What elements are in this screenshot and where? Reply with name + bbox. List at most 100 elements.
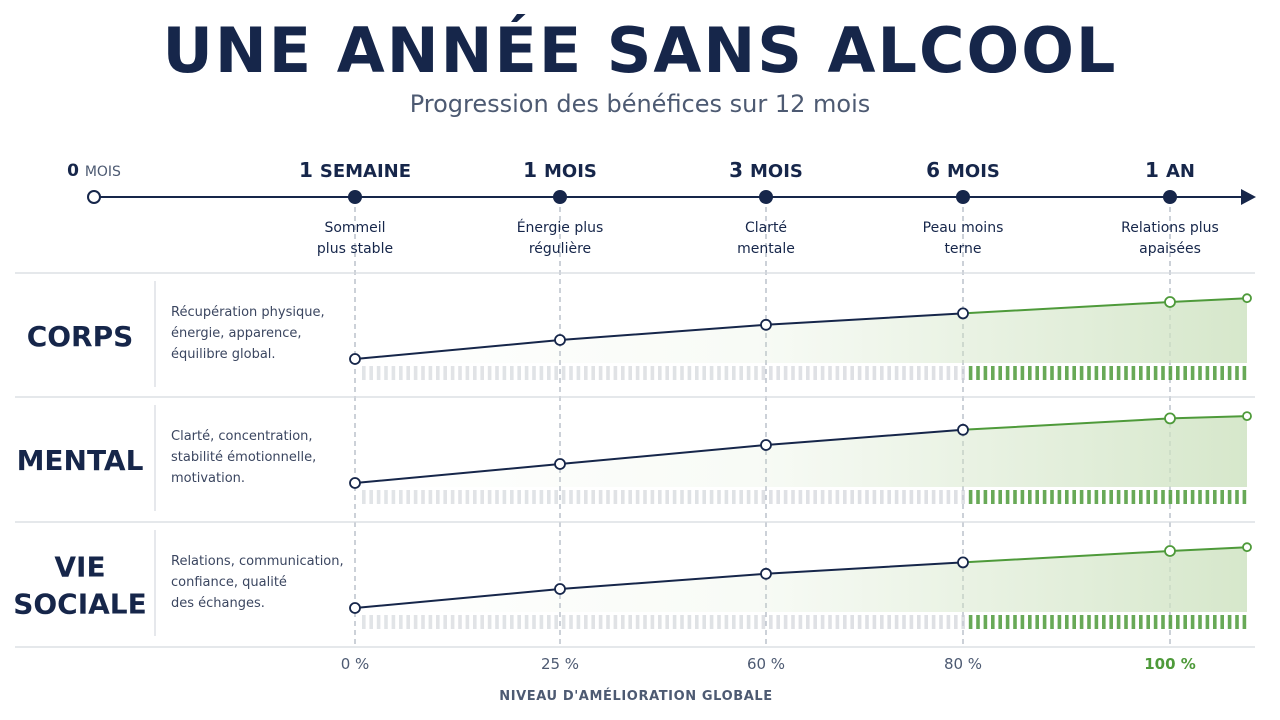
- progress-segment: [806, 490, 810, 504]
- milestone-number: 3: [729, 158, 750, 182]
- milestone-marker: [553, 190, 567, 204]
- progress-segment: [413, 490, 418, 504]
- progress-segment: [695, 490, 699, 504]
- progress-segment: [1013, 615, 1017, 629]
- progress-segment: [510, 366, 514, 380]
- progress-segment: [857, 615, 862, 629]
- progress-segment: [983, 366, 988, 380]
- progress-segment: [1220, 366, 1224, 380]
- progress-segment: [517, 490, 521, 504]
- progress-segment: [606, 366, 610, 380]
- progress-segment: [650, 615, 655, 629]
- milestone-number: 1: [299, 158, 320, 182]
- data-point: [554, 458, 566, 470]
- progress-segment: [1227, 615, 1232, 629]
- progress-segment: [591, 490, 595, 504]
- progress-segment: [539, 615, 544, 629]
- x-tick-label: 25 %: [541, 655, 579, 673]
- progress-segment: [1183, 490, 1187, 504]
- progress-segment: [732, 490, 736, 504]
- progress-segment: [968, 366, 973, 380]
- progress-segment: [672, 366, 677, 380]
- progress-segment: [569, 615, 573, 629]
- progress-segment: [1161, 615, 1165, 629]
- progress-segment: [576, 615, 581, 629]
- progress-segment: [843, 490, 847, 504]
- progress-segment: [798, 366, 803, 380]
- progress-segment: [894, 490, 899, 504]
- progress-segment: [510, 615, 514, 629]
- progress-segment: [450, 615, 455, 629]
- milestone-benefit-line: régulière: [529, 241, 591, 257]
- x-tick-label: 80 %: [944, 655, 982, 673]
- progress-segment: [613, 615, 618, 629]
- progress-segment: [724, 615, 729, 629]
- progress-segment: [613, 366, 618, 380]
- row-label: CORPS: [27, 320, 134, 353]
- row-description-line: motivation.: [171, 471, 245, 486]
- progress-segment: [1190, 615, 1195, 629]
- progress-segment: [554, 366, 558, 380]
- progress-segment: [961, 615, 965, 629]
- progress-segment: [1042, 490, 1047, 504]
- progress-segment: [1190, 366, 1195, 380]
- page-title: UNE ANNÉE SANS ALCOOL: [162, 14, 1118, 87]
- data-point: [760, 439, 772, 451]
- data-point: [554, 334, 566, 346]
- row-description-line: des échanges.: [171, 596, 265, 611]
- progress-segment: [1131, 615, 1136, 629]
- progress-segment: [1176, 366, 1180, 380]
- progress-segment: [658, 490, 662, 504]
- progress-segment: [436, 490, 440, 504]
- data-point: [349, 353, 361, 365]
- progress-segment: [1242, 615, 1247, 629]
- progress-segment: [1131, 490, 1136, 504]
- progress-segment: [635, 490, 640, 504]
- progress-segment: [391, 615, 396, 629]
- progress-segment: [539, 366, 544, 380]
- progress-segment: [843, 366, 847, 380]
- progress-segment: [1227, 490, 1232, 504]
- progress-segment: [576, 366, 581, 380]
- progress-segment: [954, 615, 958, 629]
- progress-segment: [1079, 490, 1084, 504]
- progress-segment: [1020, 366, 1025, 380]
- progress-segment: [1153, 615, 1158, 629]
- progress-segment: [865, 366, 869, 380]
- milestone-benefit-line: Sommeil: [324, 220, 385, 236]
- progress-segment: [650, 366, 655, 380]
- progress-segment: [880, 366, 884, 380]
- progress-segment: [569, 490, 573, 504]
- progress-segment: [495, 366, 499, 380]
- progress-segment: [413, 615, 418, 629]
- progress-segment: [1227, 366, 1232, 380]
- progress-segment: [1153, 490, 1158, 504]
- progress-segment: [1116, 490, 1121, 504]
- progress-segment: [487, 615, 492, 629]
- progress-segment: [961, 490, 965, 504]
- progress-segment: [473, 490, 477, 504]
- progress-segment: [806, 366, 810, 380]
- progress-segment: [783, 490, 788, 504]
- x-axis-title: NIVEAU D'AMÉLIORATION GLOBALE: [499, 688, 773, 704]
- progress-segment: [1065, 615, 1069, 629]
- progress-segment: [1072, 366, 1076, 380]
- progress-segment: [473, 366, 477, 380]
- milestone-benefit-line: plus stable: [317, 241, 393, 257]
- progress-segment: [902, 490, 906, 504]
- milestone-benefit-line: Relations plus: [1121, 220, 1219, 236]
- progress-segment: [880, 490, 884, 504]
- progress-segment: [865, 615, 869, 629]
- milestone-number: 1: [1145, 158, 1166, 182]
- progress-segment: [754, 615, 758, 629]
- progress-segment: [813, 615, 817, 629]
- data-point: [760, 318, 772, 331]
- progress-segment: [754, 366, 758, 380]
- progress-segment: [835, 490, 840, 504]
- progress-segment: [946, 490, 951, 504]
- row-description-line: confiance, qualité: [171, 575, 287, 590]
- progress-segment: [946, 366, 951, 380]
- progress-segment: [835, 366, 840, 380]
- progress-segment: [421, 490, 425, 504]
- progress-segment: [902, 366, 906, 380]
